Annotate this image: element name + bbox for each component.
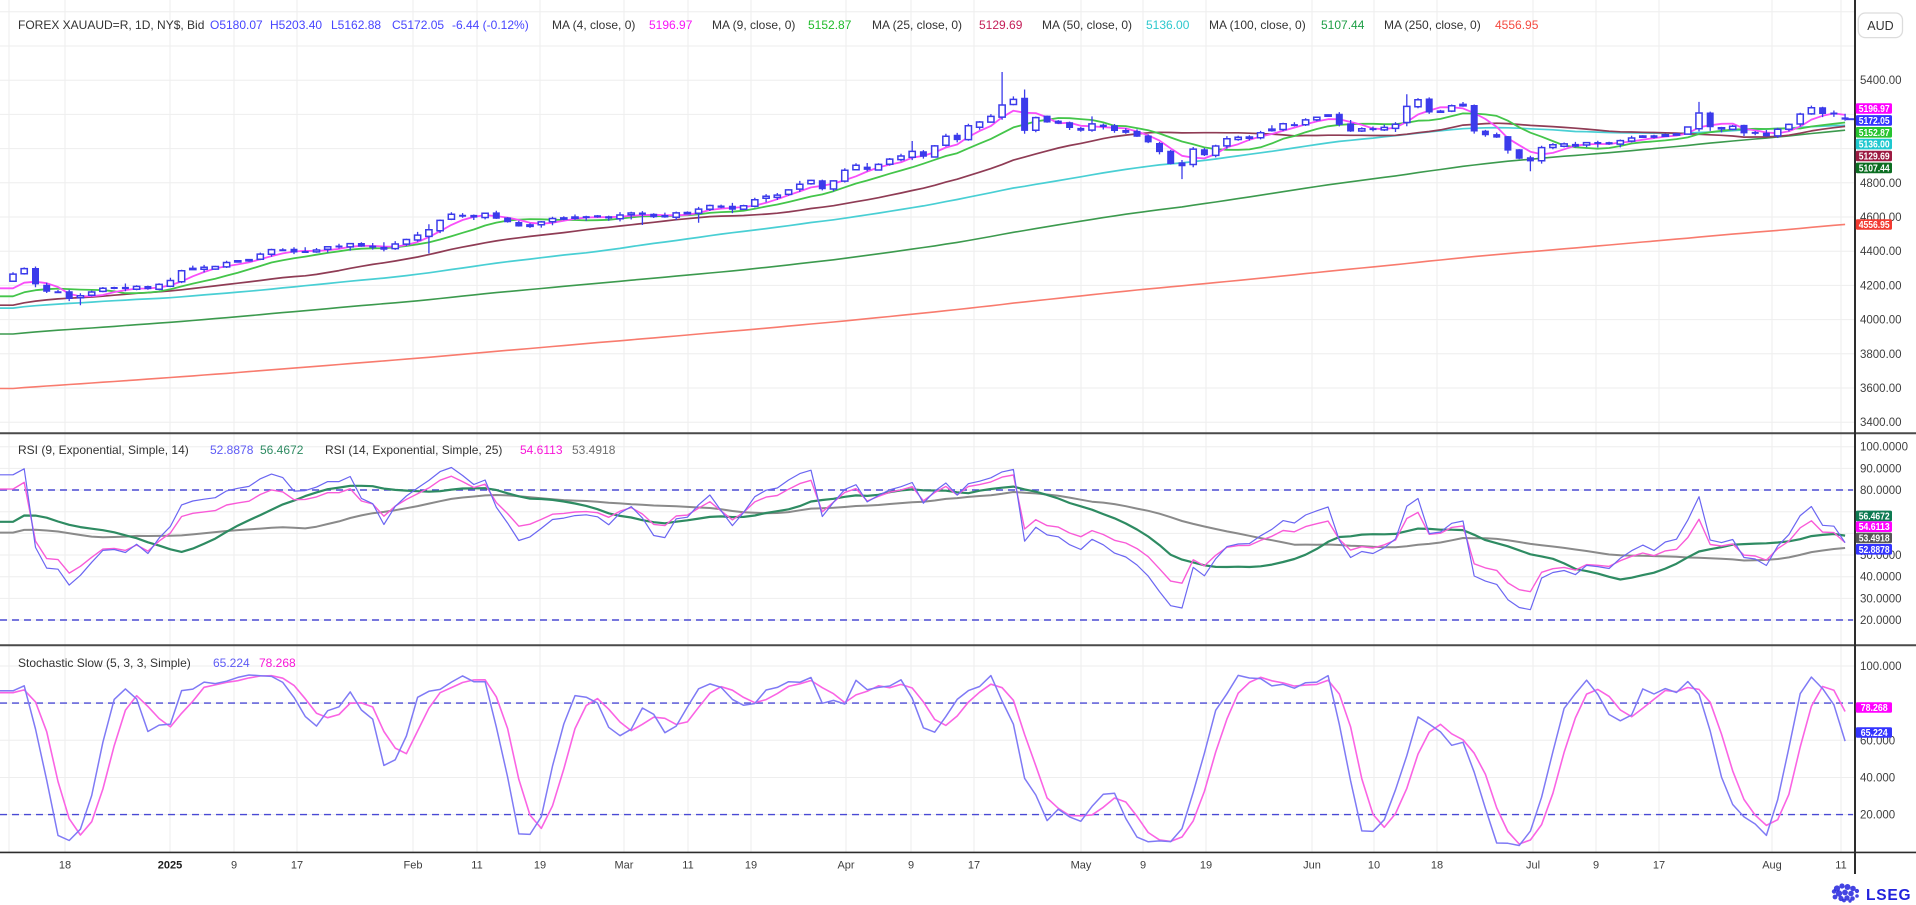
svg-text:11: 11 (471, 860, 482, 872)
svg-text:11: 11 (682, 860, 693, 872)
svg-text:19: 19 (745, 860, 757, 872)
svg-text:56.4672: 56.4672 (260, 443, 304, 457)
svg-text:54.6113: 54.6113 (1859, 522, 1890, 533)
svg-text:4200.00: 4200.00 (1860, 280, 1902, 292)
svg-text:5152.87: 5152.87 (808, 18, 852, 32)
svg-text:78.268: 78.268 (1861, 703, 1888, 714)
svg-text:52.8878: 52.8878 (1859, 545, 1890, 556)
svg-text:AUD: AUD (1867, 19, 1893, 33)
svg-text:17: 17 (968, 860, 980, 872)
svg-text:5172.05: 5172.05 (1859, 116, 1890, 127)
svg-text:4556.95: 4556.95 (1859, 220, 1890, 231)
svg-text:Aug: Aug (1762, 860, 1782, 872)
svg-text:2025: 2025 (158, 860, 182, 872)
svg-text:20.000: 20.000 (1860, 810, 1895, 822)
svg-text:MA (9, close, 0): MA (9, close, 0) (712, 18, 795, 32)
svg-text:11: 11 (1835, 860, 1846, 872)
svg-text:RSI (9, Exponential, Simple, 1: RSI (9, Exponential, Simple, 14) (18, 443, 189, 457)
svg-text:60.000: 60.000 (1860, 735, 1895, 747)
svg-text:40.000: 40.000 (1860, 772, 1895, 784)
svg-text:30.0000: 30.0000 (1860, 593, 1902, 605)
svg-text:5136.00: 5136.00 (1859, 140, 1890, 151)
svg-text:L5162.88: L5162.88 (331, 18, 381, 32)
svg-text:5107.44: 5107.44 (1321, 18, 1365, 32)
svg-text:H5203.40: H5203.40 (270, 18, 322, 32)
svg-text:65.224: 65.224 (213, 656, 250, 670)
svg-text:9: 9 (231, 860, 237, 872)
svg-text:3400.00: 3400.00 (1860, 417, 1902, 429)
svg-text:May: May (1071, 860, 1092, 872)
svg-text:40.0000: 40.0000 (1860, 572, 1902, 584)
svg-text:17: 17 (1653, 860, 1665, 872)
svg-text:MA (25, close, 0): MA (25, close, 0) (872, 18, 962, 32)
svg-text:100.0000: 100.0000 (1860, 442, 1908, 454)
svg-text:53.4918: 53.4918 (1859, 533, 1890, 544)
svg-text:MA (100, close, 0): MA (100, close, 0) (1209, 18, 1306, 32)
svg-text:Feb: Feb (404, 860, 423, 872)
svg-text:LSEG: LSEG (1866, 887, 1911, 904)
svg-text:9: 9 (1593, 860, 1599, 872)
svg-text:78.268: 78.268 (259, 656, 296, 670)
svg-text:5152.87: 5152.87 (1859, 128, 1890, 139)
svg-text:10: 10 (1368, 860, 1380, 872)
svg-text:9: 9 (908, 860, 914, 872)
svg-text:18: 18 (1431, 860, 1443, 872)
svg-text:18: 18 (59, 860, 71, 872)
svg-text:3800.00: 3800.00 (1860, 349, 1902, 361)
svg-text:5196.97: 5196.97 (1859, 104, 1890, 115)
svg-text:C5172.05: C5172.05 (392, 18, 444, 32)
svg-text:MA (4, close, 0): MA (4, close, 0) (552, 18, 635, 32)
svg-text:4000.00: 4000.00 (1860, 315, 1902, 327)
svg-text:4800.00: 4800.00 (1860, 178, 1902, 190)
svg-text:5196.97: 5196.97 (649, 18, 693, 32)
svg-text:5107.44: 5107.44 (1859, 163, 1890, 174)
svg-text:5129.69: 5129.69 (979, 18, 1023, 32)
svg-text:4400.00: 4400.00 (1860, 246, 1902, 258)
svg-text:19: 19 (1200, 860, 1212, 872)
svg-text:53.4918: 53.4918 (572, 443, 616, 457)
svg-text:54.6113: 54.6113 (520, 443, 563, 457)
svg-text:Apr: Apr (837, 860, 854, 872)
svg-text:19: 19 (534, 860, 546, 872)
svg-text:Jul: Jul (1526, 860, 1540, 872)
svg-text:Mar: Mar (615, 860, 634, 872)
svg-text:17: 17 (291, 860, 303, 872)
svg-text:MA (50, close, 0): MA (50, close, 0) (1042, 18, 1132, 32)
svg-text:65.224: 65.224 (1861, 728, 1888, 739)
svg-text:80.0000: 80.0000 (1860, 485, 1902, 497)
svg-text:Jun: Jun (1303, 860, 1321, 872)
svg-text:90.0000: 90.0000 (1860, 463, 1902, 475)
svg-text:MA (250, close, 0): MA (250, close, 0) (1384, 18, 1481, 32)
svg-text:5136.00: 5136.00 (1146, 18, 1190, 32)
svg-text:FOREX XAUAUD=R, 1D, NY$, Bid: FOREX XAUAUD=R, 1D, NY$, Bid (18, 18, 204, 32)
svg-text:9: 9 (1140, 860, 1146, 872)
svg-text:-6.44 (-0.12%): -6.44 (-0.12%) (452, 18, 529, 32)
svg-text:100.000: 100.000 (1860, 661, 1902, 673)
svg-text:20.0000: 20.0000 (1860, 615, 1902, 627)
svg-text:4556.95: 4556.95 (1495, 18, 1539, 32)
svg-text:O5180.07: O5180.07 (210, 18, 263, 32)
svg-text:3600.00: 3600.00 (1860, 383, 1902, 395)
svg-text:RSI (14, Exponential, Simple,: RSI (14, Exponential, Simple, 25) (325, 443, 502, 457)
svg-text:52.8878: 52.8878 (210, 443, 254, 457)
svg-text:Stochastic Slow (5, 3, 3, Simp: Stochastic Slow (5, 3, 3, Simple) (18, 656, 191, 670)
svg-text:5400.00: 5400.00 (1860, 75, 1902, 87)
svg-text:5129.69: 5129.69 (1859, 152, 1890, 163)
svg-text:56.4672: 56.4672 (1859, 511, 1890, 522)
